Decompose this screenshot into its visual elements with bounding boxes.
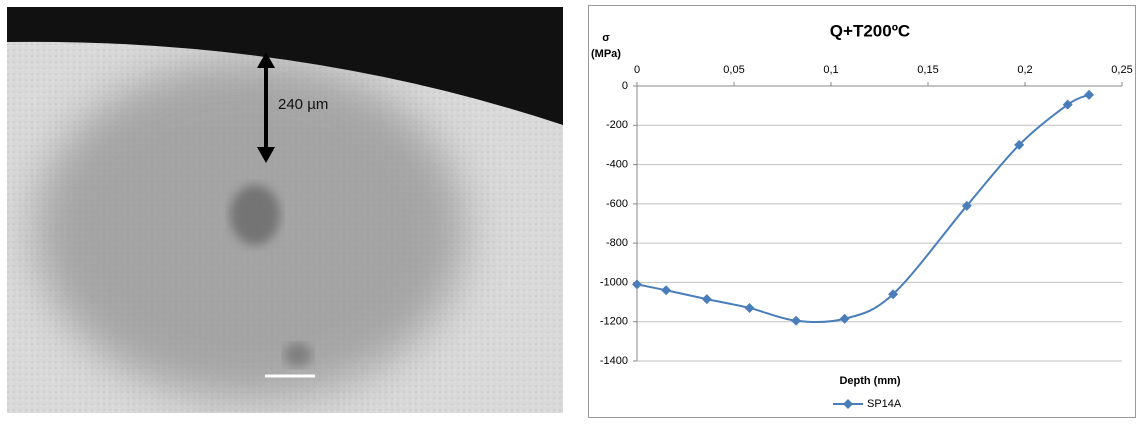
micrograph: 240 µm — [7, 7, 563, 413]
chart-frame — [589, 6, 1136, 418]
y-tick-label: -400 — [606, 158, 628, 170]
x-tick-label: 0,25 — [1111, 64, 1132, 76]
y-tick-label: -1000 — [600, 276, 628, 288]
x-tick-label: 0,15 — [917, 64, 938, 76]
x-label: Depth (mm) — [839, 375, 900, 387]
legend-label: SP14A — [867, 398, 902, 410]
y-tick-label: -1400 — [600, 355, 628, 367]
figure: 240 µm Q+T200ºC σ (MPa) Depth (mm) 0 -200… — [0, 0, 1139, 421]
x-tick-label: 0,1 — [823, 64, 838, 76]
x-tick-label: 0,05 — [723, 64, 744, 76]
y-label: σ — [602, 32, 610, 44]
page: 240 µm Q+T200ºC σ (MPa) Depth (mm) 0 -200… — [0, 0, 1139, 426]
chart-title: Q+T200ºC — [830, 21, 910, 40]
y-tick-label: -600 — [606, 198, 628, 210]
y-tick-label: -1200 — [600, 316, 628, 328]
x-tick-label: 0 — [634, 64, 640, 76]
y-label: (MPa) — [591, 48, 621, 60]
x-tick-label: 0,2 — [1017, 64, 1032, 76]
depth-annotation: 240 µm — [278, 96, 328, 113]
y-tick-label: 0 — [622, 80, 628, 92]
y-tick-label: -200 — [606, 119, 628, 131]
y-tick-label: -800 — [606, 237, 628, 249]
defect — [284, 343, 312, 367]
crack-origin — [230, 185, 280, 245]
